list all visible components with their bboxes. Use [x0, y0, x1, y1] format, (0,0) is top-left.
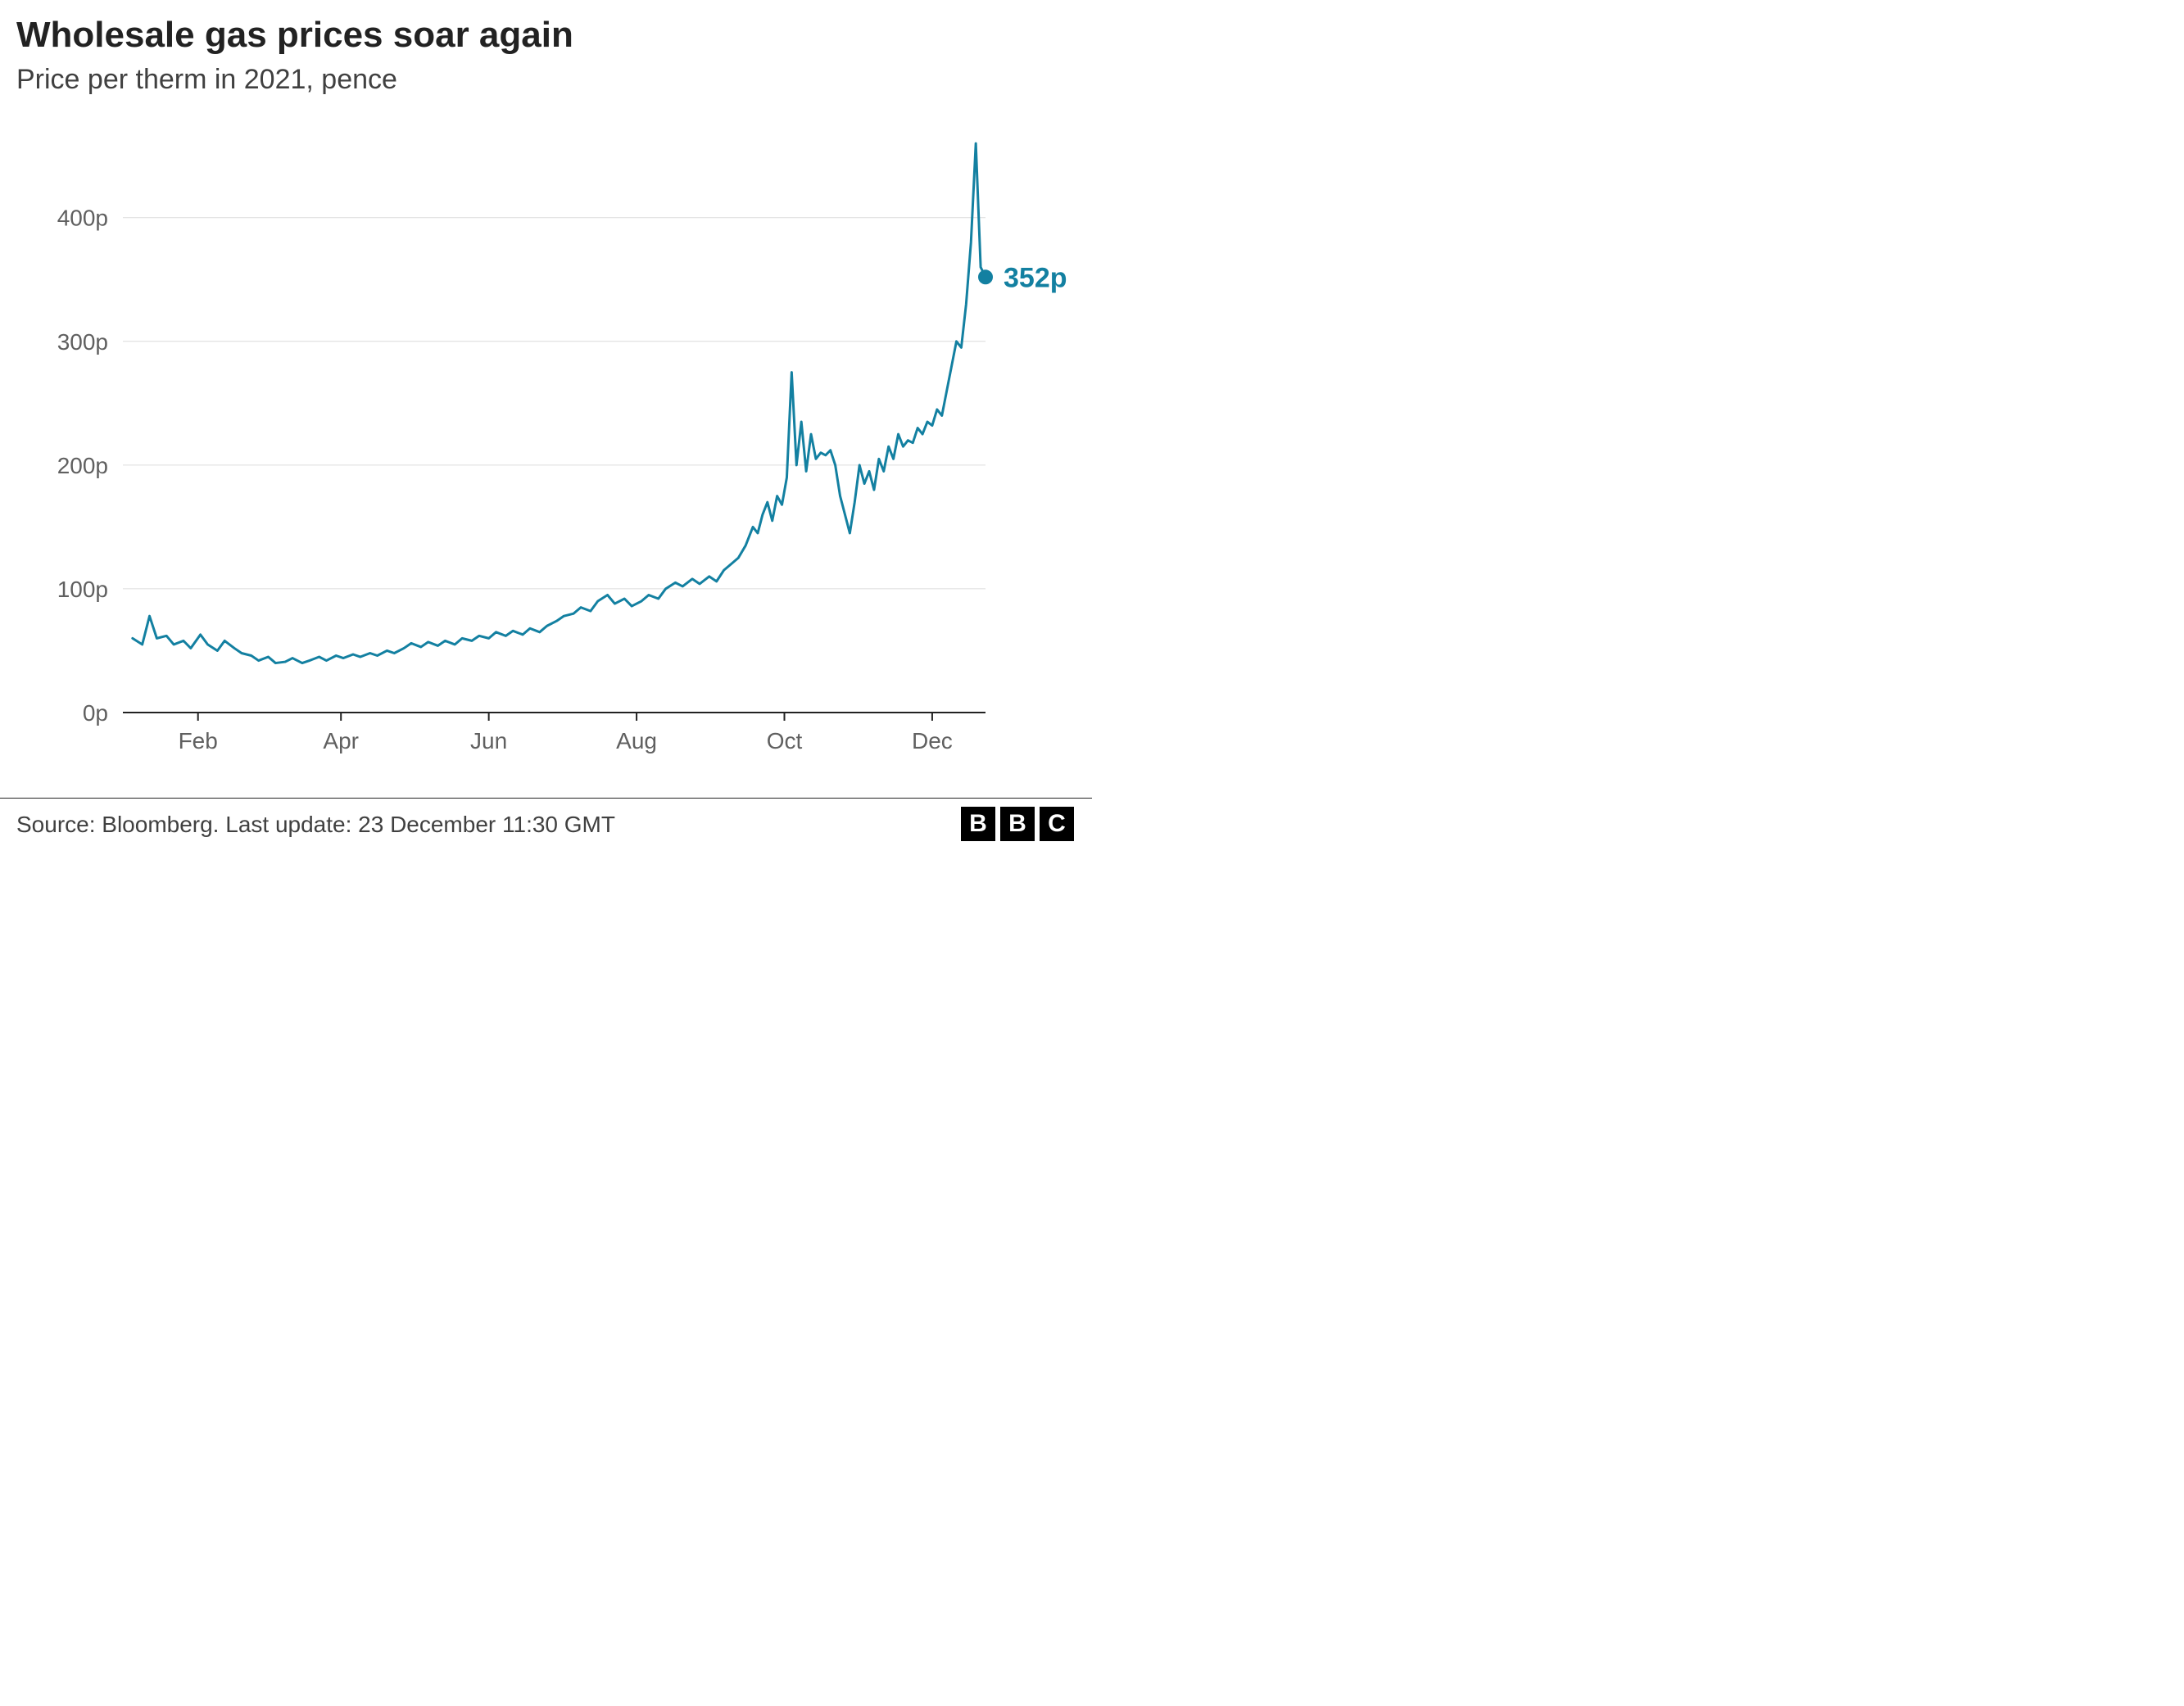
chart-title: Wholesale gas prices soar again [16, 15, 573, 56]
svg-text:Jun: Jun [470, 728, 507, 753]
svg-text:0p: 0p [83, 700, 108, 726]
source-line: Source: Bloomberg. Last update: 23 Decem… [16, 812, 615, 838]
svg-text:400p: 400p [57, 206, 108, 231]
svg-text:Aug: Aug [616, 728, 657, 753]
chart-container: Wholesale gas prices soar again Price pe… [0, 0, 1092, 853]
svg-text:Oct: Oct [767, 728, 803, 753]
chart-svg: 0p 100p 200p 300p 400p Feb Apr Jun Aug Oct Dec 352p [0, 106, 1092, 778]
svg-text:300p: 300p [57, 329, 108, 355]
footer-divider [0, 798, 1092, 799]
chart-subtitle: Price per therm in 2021, pence [16, 64, 397, 96]
bbc-logo-block: C [1040, 807, 1074, 841]
bbc-logo: B B C [961, 807, 1074, 841]
svg-text:Dec: Dec [912, 728, 953, 753]
svg-text:Apr: Apr [323, 728, 359, 753]
svg-text:200p: 200p [57, 453, 108, 478]
svg-text:100p: 100p [57, 577, 108, 602]
svg-text:352p: 352p [1004, 262, 1067, 293]
bbc-logo-block: B [961, 807, 995, 841]
chart-plot-area: 0p 100p 200p 300p 400p Feb Apr Jun Aug Oct Dec 352p [0, 106, 1092, 778]
bbc-logo-block: B [1000, 807, 1035, 841]
svg-text:Feb: Feb [179, 728, 218, 753]
